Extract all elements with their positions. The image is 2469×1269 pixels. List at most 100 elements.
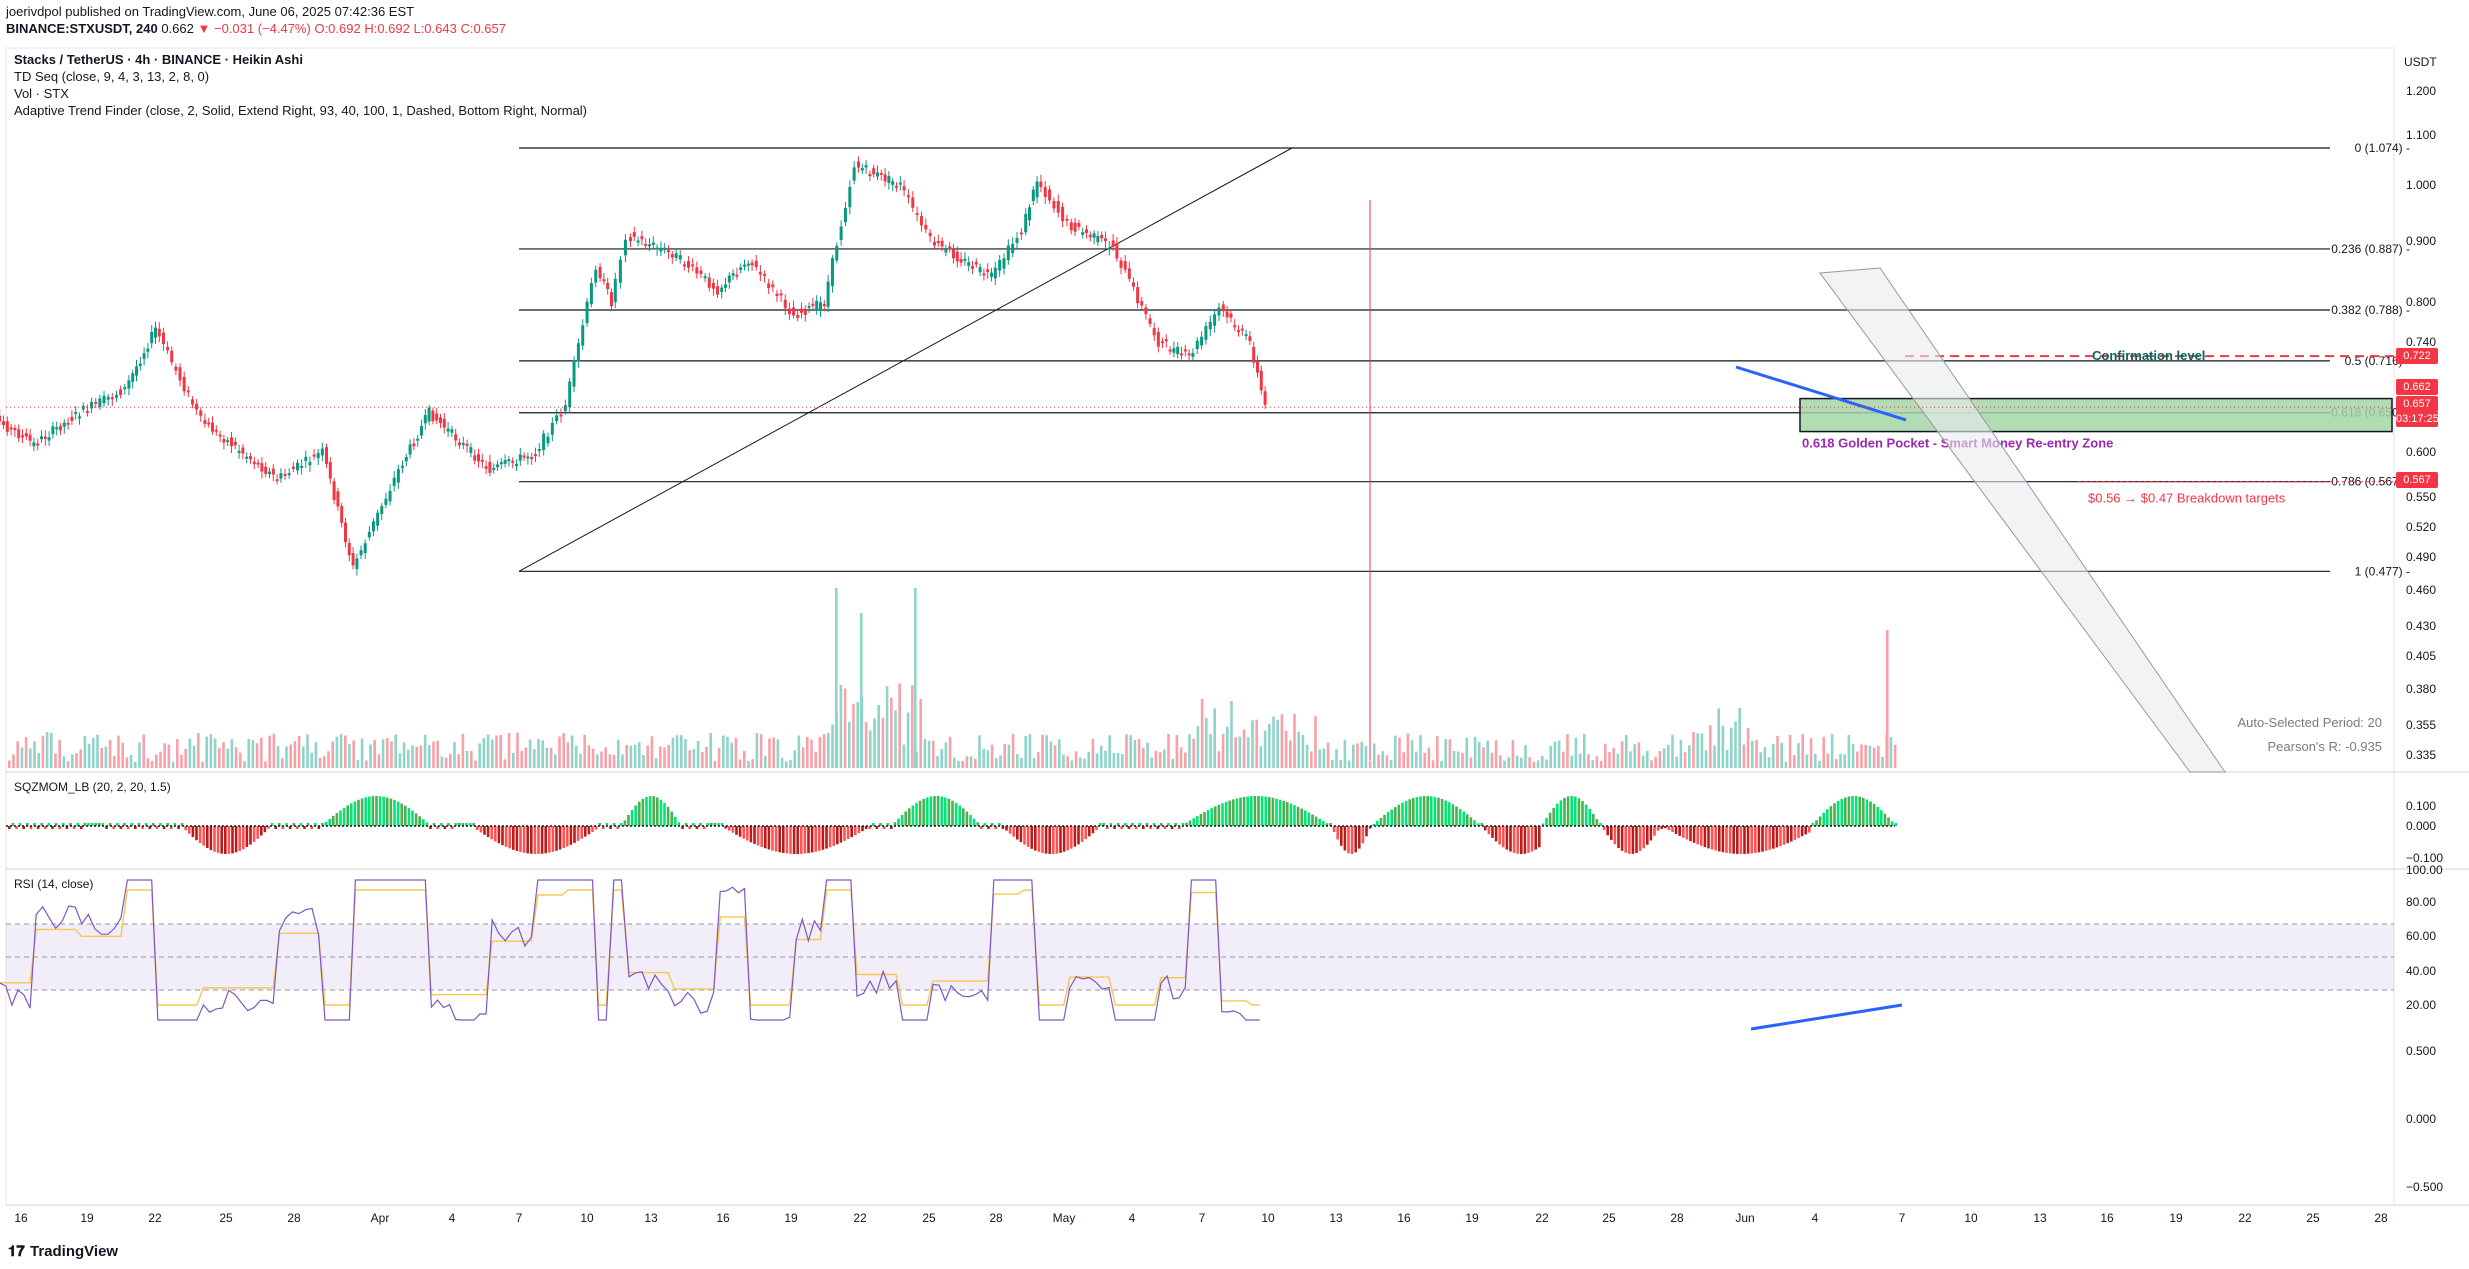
- volume-bar: [1444, 739, 1447, 768]
- volume-bar: [1465, 737, 1468, 768]
- sqz-bar: [1106, 826, 1109, 829]
- sqz-bar: [407, 808, 411, 826]
- candle-body: [1164, 339, 1168, 342]
- sqz-bar: [1260, 796, 1264, 826]
- candle-body: [1019, 232, 1023, 235]
- time-axis-label: 7: [1899, 1211, 1906, 1225]
- volume-bar: [894, 710, 897, 768]
- sqz-bar: [785, 826, 789, 854]
- volume-bar: [1759, 752, 1762, 768]
- chart-title[interactable]: Stacks / TetherUS · 4h · BINANCE · Heiki…: [14, 52, 303, 67]
- sqz-bar: [1876, 806, 1879, 826]
- volume-bar: [1410, 740, 1414, 768]
- confirm-price-tag: 0.722: [2396, 348, 2438, 364]
- candle-body: [787, 308, 791, 315]
- sqz-bar: [1232, 799, 1235, 826]
- sqz-bar: [728, 826, 731, 831]
- candle-body: [576, 343, 580, 362]
- sqz-pane-label[interactable]: SQZMOM_LB (20, 2, 20, 1.5): [14, 780, 171, 794]
- candle-body: [480, 459, 484, 462]
- volume-bar: [276, 746, 280, 768]
- sqz-bar: [238, 826, 241, 851]
- volume-bar: [1436, 735, 1439, 768]
- sqz-bar: [987, 826, 990, 829]
- sqz-bar: [1228, 800, 1231, 826]
- sqz-bar: [602, 826, 605, 829]
- tradingview-logo[interactable]: 𝟏𝟕 TradingView: [8, 1243, 118, 1260]
- sqz-bar: [1743, 826, 1746, 854]
- volume-bar: [407, 749, 410, 768]
- price-axis-label: 1.000: [2406, 178, 2436, 192]
- sqz-bar: [1865, 799, 1869, 826]
- sqz-bar: [105, 826, 108, 829]
- sqz-bar: [1649, 826, 1653, 841]
- sqz-bar: [1257, 796, 1260, 826]
- sqz-bar: [1692, 826, 1696, 843]
- volume-bar: [1095, 753, 1099, 768]
- sqz-bar: [90, 823, 94, 826]
- sqz-bar: [432, 823, 436, 826]
- sqz-bar: [1422, 796, 1426, 826]
- sqz-bar: [713, 823, 717, 826]
- indicator-trend-finder[interactable]: Adaptive Trend Finder (close, 2, Solid, …: [14, 103, 588, 118]
- sqz-bar: [227, 826, 231, 854]
- sqz-bar: [1055, 826, 1059, 854]
- sqz-bar: [303, 826, 306, 829]
- sqz-bar: [519, 826, 522, 852]
- sqz-bar: [1682, 826, 1685, 838]
- sqz-bar: [1869, 801, 1872, 826]
- sqz-bar: [76, 823, 79, 826]
- volume-bar: [898, 683, 901, 768]
- candle-body: [178, 367, 182, 381]
- volume-bar: [1263, 730, 1267, 768]
- sqz-bar: [1026, 826, 1030, 847]
- sqz-bar: [1599, 823, 1602, 826]
- rsi-pane-label[interactable]: RSI (14, close): [14, 877, 94, 891]
- volume-bar: [953, 757, 956, 768]
- volume-bar: [1398, 737, 1401, 768]
- sqz-bar: [94, 823, 97, 826]
- sqz-bar: [393, 799, 396, 826]
- volume-bar: [810, 739, 813, 768]
- candle-body: [1252, 346, 1256, 363]
- sqz-bar: [526, 826, 529, 854]
- volume-bar: [793, 750, 796, 768]
- sqz-bar: [1527, 826, 1530, 853]
- time-axis-label: 19: [784, 1211, 798, 1225]
- time-axis-label: 25: [2306, 1211, 2320, 1225]
- volume-bar: [318, 757, 322, 768]
- sqz-bar: [108, 823, 112, 826]
- indicator-td-seq[interactable]: TD Seq (close, 9, 4, 3, 13, 2, 8, 0): [14, 69, 210, 84]
- candle-body: [1043, 186, 1047, 197]
- sqz-bar: [1480, 823, 1483, 826]
- sqz-bar: [1836, 800, 1840, 826]
- volume-bar: [293, 741, 297, 768]
- sqz-bar: [656, 797, 659, 826]
- sqz-bar: [270, 823, 274, 826]
- sqz-bar: [1854, 796, 1858, 826]
- candle-body: [1107, 247, 1111, 250]
- candle-body: [396, 469, 400, 483]
- volume-bar: [1520, 757, 1523, 768]
- candle-body: [81, 405, 85, 410]
- sqz-bar: [1595, 819, 1599, 826]
- rsi-line: [0, 879, 1260, 1021]
- candle-body: [933, 241, 936, 246]
- volume-bar: [92, 737, 95, 768]
- volume-bar: [1818, 760, 1821, 768]
- sqz-bar: [1545, 817, 1548, 826]
- sqz-bar: [605, 823, 609, 826]
- sqz-bar: [1833, 803, 1836, 826]
- sqz-bar: [173, 823, 177, 826]
- indicator-volume[interactable]: Vol · STX: [14, 86, 69, 101]
- sqz-bar: [141, 826, 144, 829]
- volume-bar: [470, 751, 473, 768]
- volume-bar: [71, 754, 74, 768]
- candle-body: [674, 253, 678, 258]
- sqz-bar: [1142, 826, 1145, 829]
- sqz-bar: [1660, 826, 1663, 829]
- sqz-bar: [1509, 826, 1512, 852]
- candle-body: [895, 185, 898, 188]
- volume-bar: [1112, 753, 1116, 768]
